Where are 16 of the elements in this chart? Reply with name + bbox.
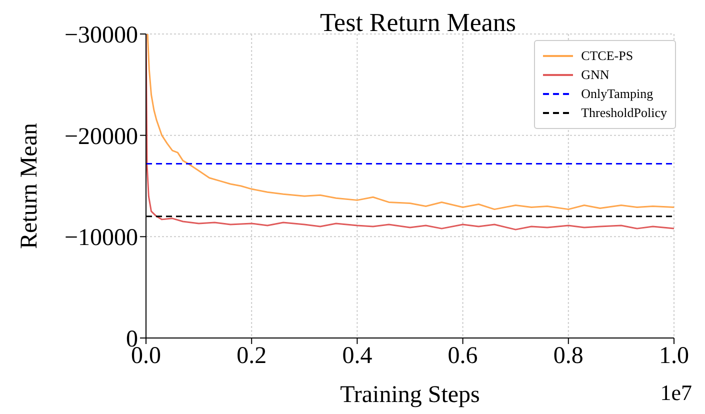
legend-label: GNN (581, 67, 610, 83)
x-axis-title: Training Steps (340, 382, 480, 408)
x-tick-label: 0.2 (236, 343, 267, 370)
x-tick-label: 0.4 (342, 343, 372, 370)
legend-label: CTCE-PS (581, 48, 634, 64)
y-tick-label: −10000 (64, 225, 138, 252)
x-tick-label: 0.8 (553, 343, 584, 370)
y-axis-title: Return Mean (16, 123, 43, 249)
y-tick-label: −20000 (64, 124, 138, 150)
x-tick-label: 1.0 (659, 343, 689, 370)
chart-title: Test Return Means (320, 8, 516, 37)
text: 1e7 (660, 380, 692, 406)
x-tick-label: 0.6 (448, 343, 478, 370)
legend-label: ThresholdPolicy (581, 105, 667, 121)
y-tick-label: −30000 (64, 22, 138, 49)
legend-label: OnlyTamping (581, 86, 654, 102)
